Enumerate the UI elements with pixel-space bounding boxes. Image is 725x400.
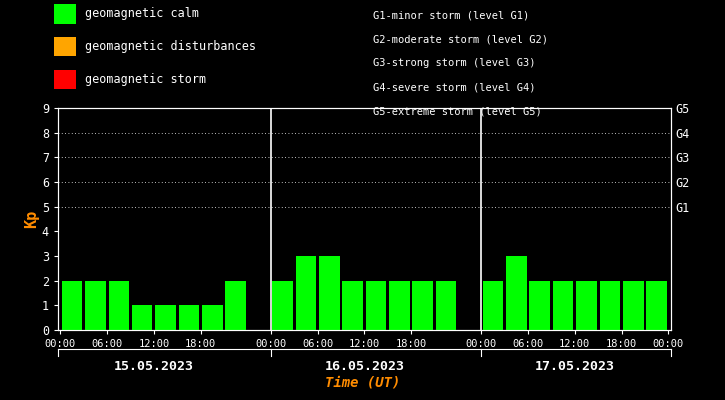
Bar (62, 281, 83, 330)
Text: 16.05.2023: 16.05.2023 (324, 360, 405, 372)
Bar (132, 305, 152, 330)
Bar (85, 281, 106, 330)
Text: G4-severe storm (level G4): G4-severe storm (level G4) (373, 82, 536, 92)
Text: G2-moderate storm (level G2): G2-moderate storm (level G2) (373, 34, 548, 44)
Bar (109, 281, 129, 330)
Bar (552, 281, 573, 330)
Text: geomagnetic calm: geomagnetic calm (85, 8, 199, 20)
Bar (413, 281, 433, 330)
Text: geomagnetic disturbances: geomagnetic disturbances (85, 40, 256, 53)
Bar (342, 281, 363, 330)
Bar (155, 305, 176, 330)
Bar (319, 256, 339, 330)
Bar (436, 281, 457, 330)
Text: 15.05.2023: 15.05.2023 (114, 360, 194, 372)
Bar (365, 281, 386, 330)
Bar (178, 305, 199, 330)
Bar (529, 281, 550, 330)
Bar (576, 281, 597, 330)
Text: Time (UT): Time (UT) (325, 376, 400, 390)
Bar (272, 281, 293, 330)
Text: G5-extreme storm (level G5): G5-extreme storm (level G5) (373, 106, 542, 116)
Bar (296, 256, 316, 330)
Bar (646, 281, 667, 330)
Bar (623, 281, 644, 330)
Bar (389, 281, 410, 330)
Text: geomagnetic storm: geomagnetic storm (85, 73, 206, 86)
Text: G3-strong storm (level G3): G3-strong storm (level G3) (373, 58, 536, 68)
Text: G1-minor storm (level G1): G1-minor storm (level G1) (373, 10, 530, 20)
Bar (506, 256, 526, 330)
Bar (202, 305, 223, 330)
Bar (225, 281, 246, 330)
Text: 17.05.2023: 17.05.2023 (535, 360, 615, 372)
Bar (483, 281, 503, 330)
Bar (600, 281, 620, 330)
Y-axis label: Kp: Kp (24, 210, 39, 228)
